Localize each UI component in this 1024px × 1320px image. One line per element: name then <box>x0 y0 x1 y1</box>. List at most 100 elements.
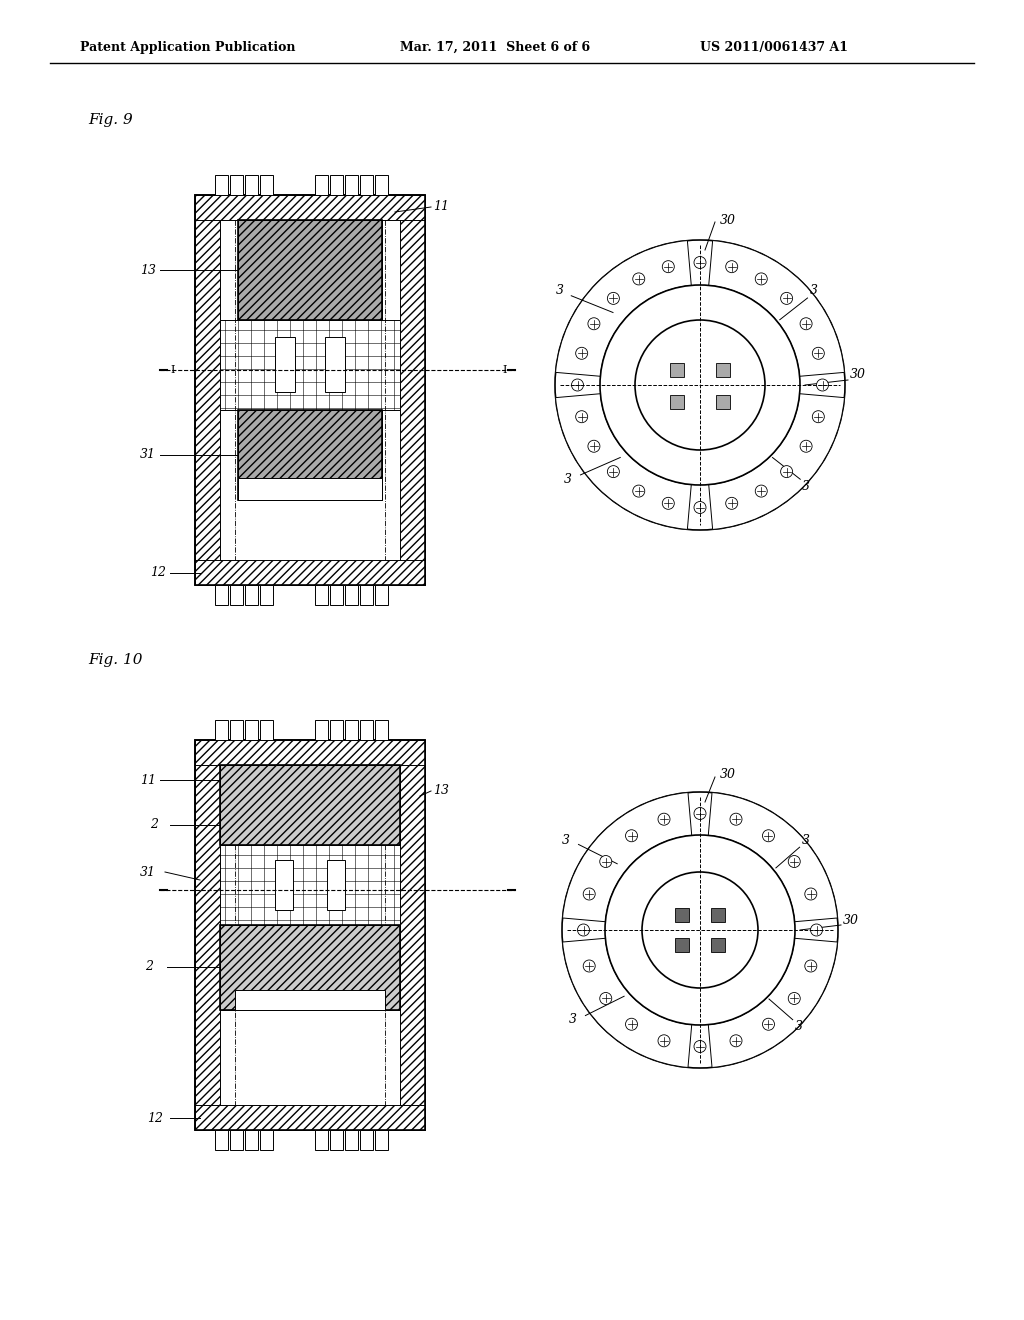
Circle shape <box>811 924 822 936</box>
Circle shape <box>658 813 670 825</box>
Wedge shape <box>709 939 838 1068</box>
Bar <box>220 845 400 925</box>
Bar <box>345 585 358 605</box>
Bar <box>711 908 725 921</box>
Bar <box>315 585 328 605</box>
Bar <box>220 319 400 411</box>
Circle shape <box>726 498 737 510</box>
Bar <box>330 1130 343 1150</box>
Bar <box>245 176 258 195</box>
Bar <box>220 766 400 845</box>
Text: US 2011/0061437 A1: US 2011/0061437 A1 <box>700 41 848 54</box>
Circle shape <box>626 1018 638 1030</box>
Bar <box>400 741 425 1130</box>
Circle shape <box>588 318 600 330</box>
Bar <box>215 176 228 195</box>
Bar <box>195 560 425 585</box>
Circle shape <box>578 924 590 936</box>
Bar <box>345 719 358 741</box>
Bar <box>375 1130 388 1150</box>
Wedge shape <box>709 240 845 376</box>
Circle shape <box>600 285 800 484</box>
Bar <box>215 585 228 605</box>
Circle shape <box>635 319 765 450</box>
Text: 2: 2 <box>150 818 158 832</box>
Bar <box>195 195 220 585</box>
Circle shape <box>584 960 595 972</box>
Bar <box>360 585 373 605</box>
Circle shape <box>805 888 817 900</box>
Circle shape <box>812 347 824 359</box>
Bar <box>230 719 243 741</box>
Bar <box>260 585 273 605</box>
Bar <box>315 1130 328 1150</box>
Circle shape <box>626 830 638 842</box>
Text: 30: 30 <box>720 214 736 227</box>
Bar <box>238 411 382 500</box>
Bar <box>260 719 273 741</box>
Bar <box>195 741 425 1130</box>
Bar <box>716 363 730 378</box>
Bar <box>315 176 328 195</box>
Bar <box>400 195 425 585</box>
Bar <box>330 719 343 741</box>
Text: 3: 3 <box>563 473 571 486</box>
Text: Mar. 17, 2011  Sheet 6 of 6: Mar. 17, 2011 Sheet 6 of 6 <box>400 41 590 54</box>
Bar <box>327 861 345 909</box>
Bar <box>670 395 684 409</box>
Bar <box>230 1130 243 1150</box>
Bar <box>375 176 388 195</box>
Text: I: I <box>171 366 175 375</box>
Bar <box>238 478 382 500</box>
Text: Fig. 9: Fig. 9 <box>88 114 133 127</box>
Bar <box>360 176 373 195</box>
Circle shape <box>555 240 845 531</box>
Bar <box>220 766 400 845</box>
Bar <box>195 195 425 585</box>
Bar <box>195 195 425 220</box>
Bar <box>215 1130 228 1150</box>
Bar <box>260 176 273 195</box>
Text: 2: 2 <box>145 961 153 974</box>
Bar <box>675 939 689 952</box>
Bar <box>670 363 684 378</box>
Circle shape <box>633 484 645 498</box>
Text: I: I <box>503 366 507 375</box>
Bar <box>330 176 343 195</box>
Circle shape <box>780 292 793 305</box>
Circle shape <box>763 1018 774 1030</box>
Text: 3: 3 <box>561 834 569 847</box>
Bar <box>345 176 358 195</box>
Text: 13: 13 <box>433 784 449 797</box>
Bar <box>215 719 228 741</box>
Circle shape <box>800 441 812 453</box>
Circle shape <box>642 873 758 987</box>
Bar <box>245 1130 258 1150</box>
Circle shape <box>756 273 767 285</box>
Circle shape <box>600 855 611 867</box>
Circle shape <box>816 379 828 391</box>
Circle shape <box>605 836 795 1026</box>
Bar <box>325 337 345 392</box>
Bar <box>360 719 373 741</box>
Bar <box>195 741 425 1130</box>
Circle shape <box>588 441 600 453</box>
Text: 3: 3 <box>795 1020 803 1034</box>
Text: 12: 12 <box>147 1111 163 1125</box>
Circle shape <box>607 466 620 478</box>
Circle shape <box>756 484 767 498</box>
Circle shape <box>562 792 838 1068</box>
Wedge shape <box>556 240 691 376</box>
Bar <box>375 719 388 741</box>
Circle shape <box>575 347 588 359</box>
Circle shape <box>663 498 674 510</box>
Bar <box>260 1130 273 1150</box>
Circle shape <box>730 1035 742 1047</box>
Circle shape <box>788 993 800 1005</box>
Bar <box>330 585 343 605</box>
Bar <box>275 337 295 392</box>
Circle shape <box>694 502 706 513</box>
Text: 30: 30 <box>720 767 736 780</box>
Wedge shape <box>709 393 845 529</box>
Text: 31: 31 <box>140 866 156 879</box>
